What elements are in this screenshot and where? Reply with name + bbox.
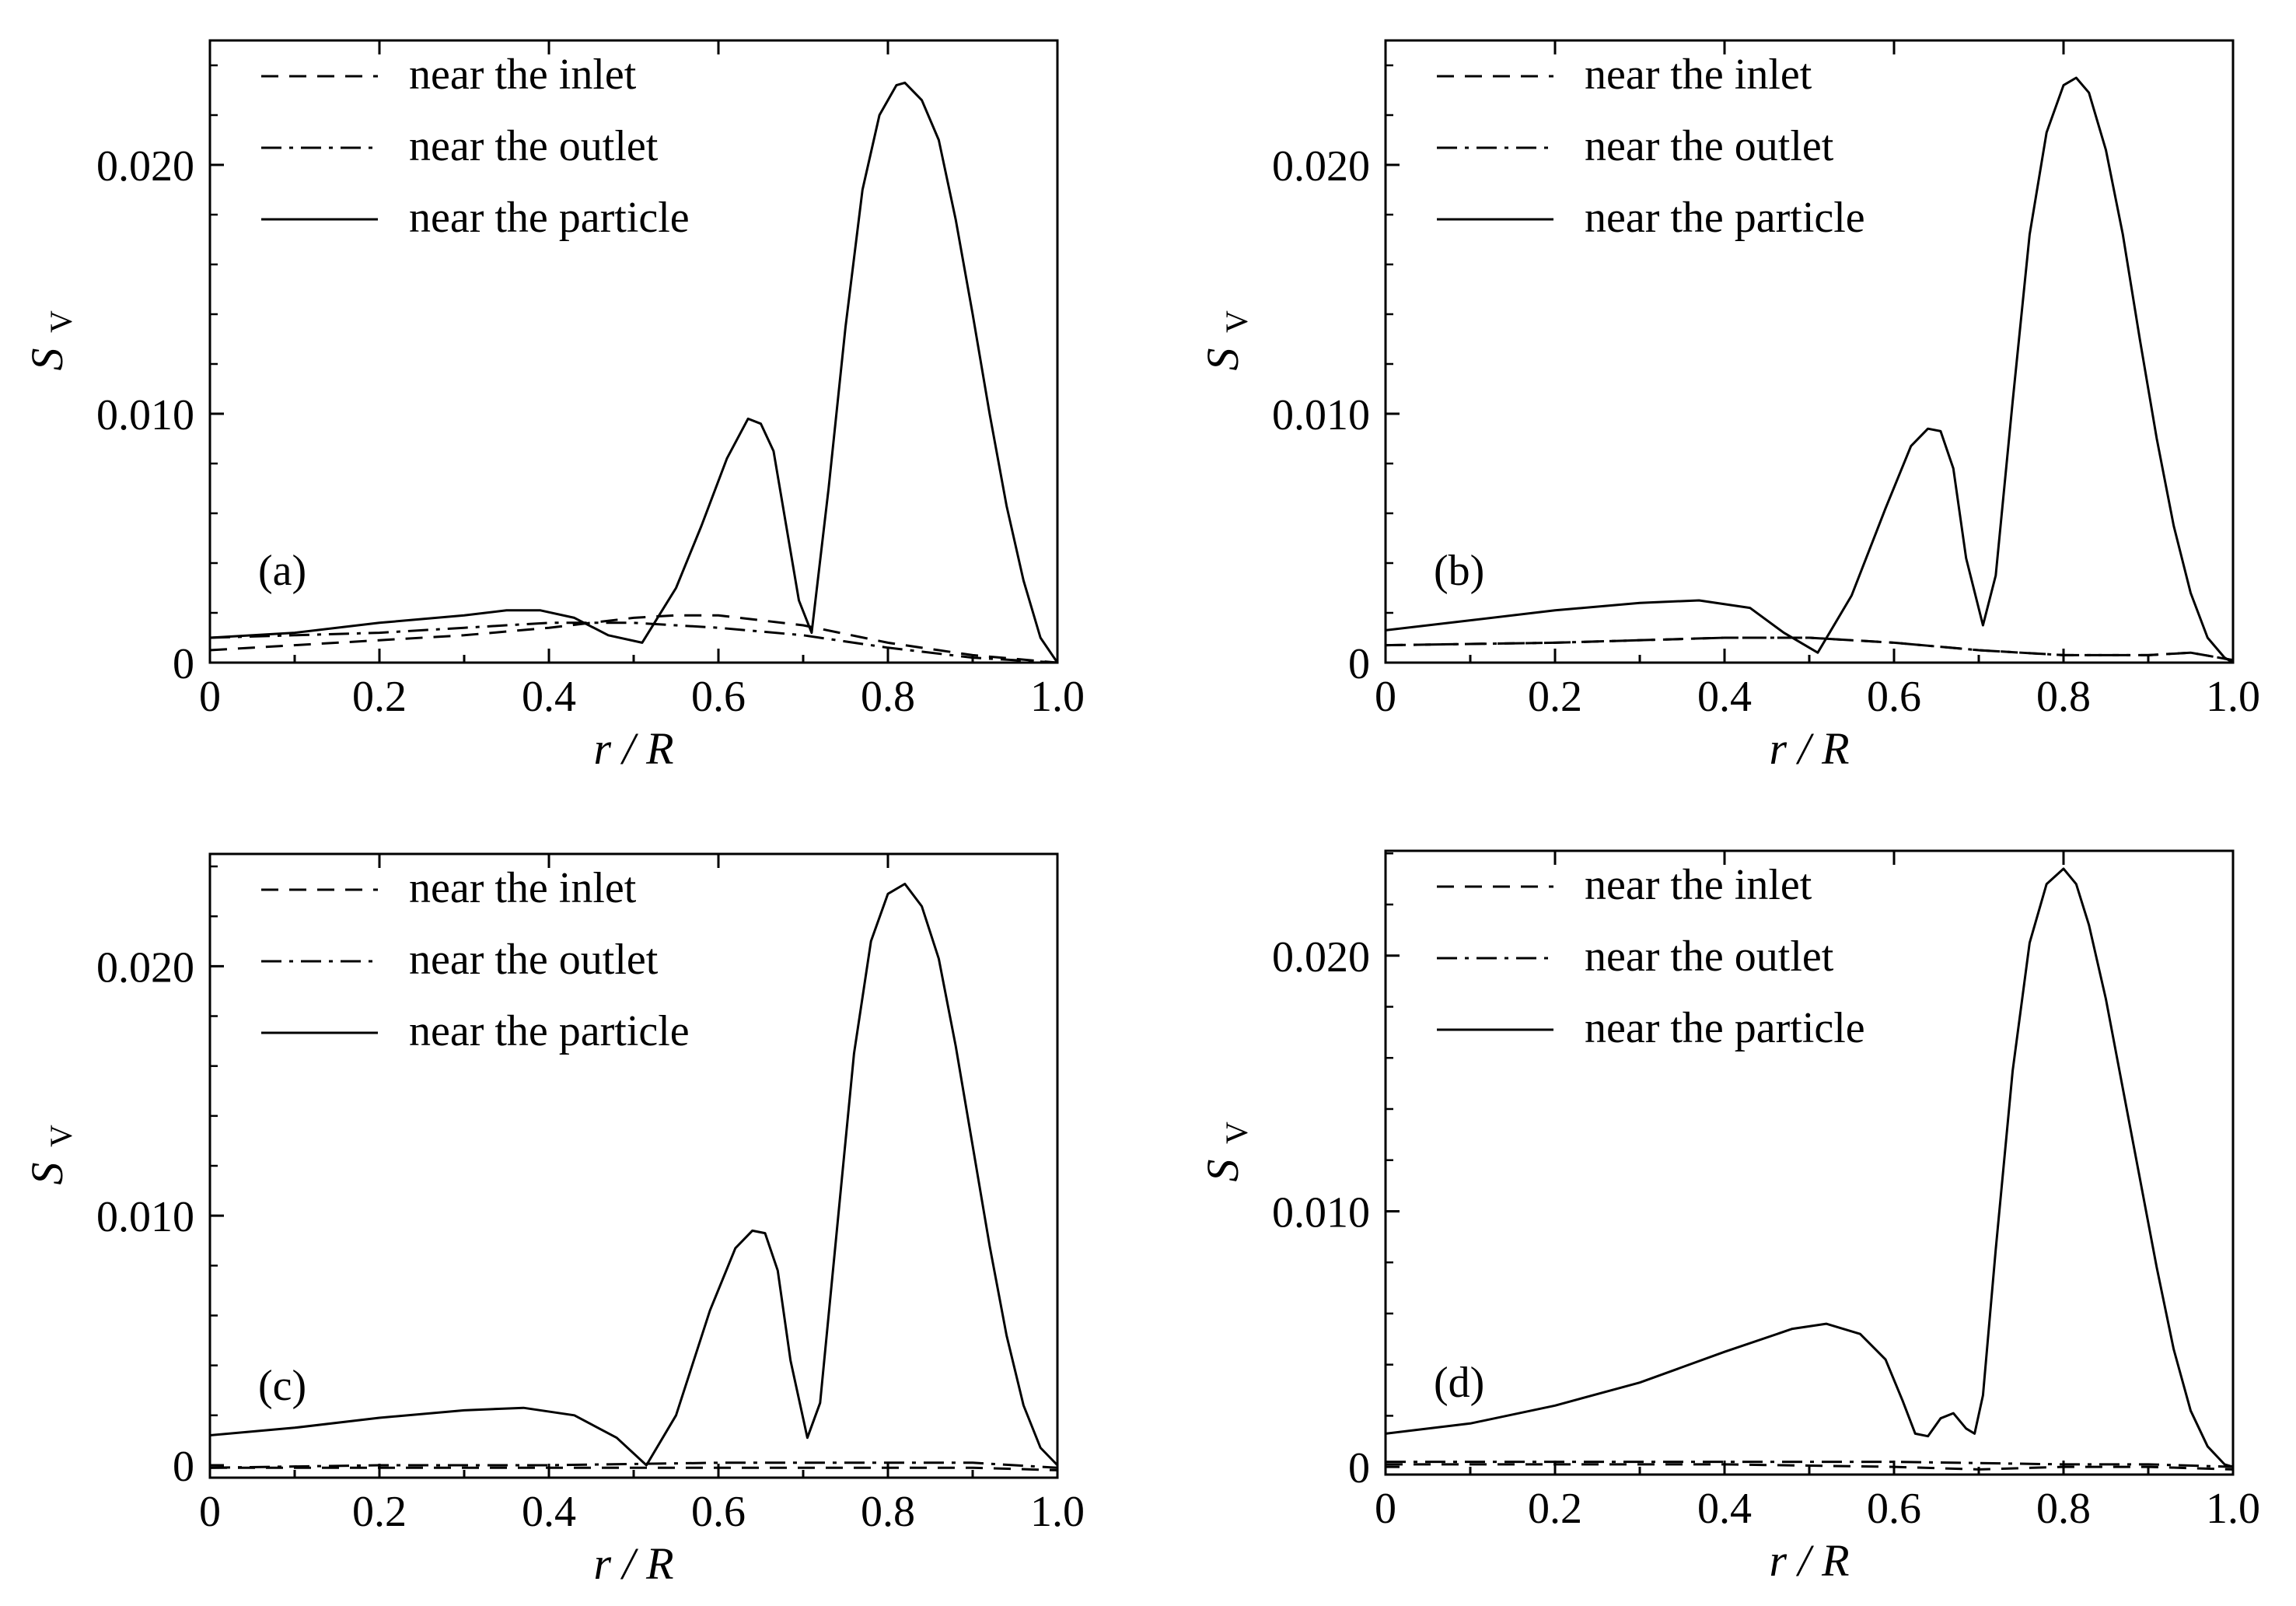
y-tick-label: 0.010 <box>96 391 194 439</box>
y-axis-title-subscript: V <box>44 310 79 333</box>
legend-label: near the inlet <box>409 51 637 99</box>
y-axis-title-main: S <box>1197 348 1248 371</box>
y-axis-title: SV <box>1197 1121 1254 1182</box>
x-axis-title: r / R <box>593 723 673 774</box>
series-line-dashdot <box>1386 636 2233 662</box>
legend-label: near the particle <box>409 194 690 242</box>
legend-label: near the outlet <box>409 936 659 984</box>
x-tick-label: 0 <box>199 1488 221 1536</box>
x-tick-label: 0.8 <box>861 673 915 721</box>
y-tick-label: 0.020 <box>1272 142 1370 191</box>
y-axis-title: SV <box>22 1125 79 1185</box>
x-tick-label: 0.6 <box>1867 1485 1921 1533</box>
x-tick-label: 0.6 <box>1867 673 1921 721</box>
y-tick-label: 0.010 <box>96 1193 194 1241</box>
x-tick-label: 0.4 <box>522 673 576 721</box>
x-tick-label: 0.8 <box>2036 1485 2091 1533</box>
panel-tag: (d) <box>1434 1359 1484 1407</box>
y-tick-label: 0 <box>173 640 194 688</box>
legend-label: near the particle <box>409 1007 690 1055</box>
y-tick-label: 0 <box>173 1443 194 1491</box>
y-axis-title-main: S <box>22 1163 72 1185</box>
legend-label: near the inlet <box>1585 861 1812 909</box>
legend-label: near the inlet <box>409 864 637 912</box>
x-tick-label: 1.0 <box>2206 673 2260 721</box>
x-tick-label: 0.4 <box>1697 673 1752 721</box>
x-tick-label: 0 <box>1375 1485 1396 1533</box>
legend-label: near the outlet <box>1585 122 1834 170</box>
y-axis-title: SV <box>22 310 79 371</box>
legend: near the inlet near the outlet near the pa… <box>1437 861 1865 1052</box>
series-line-dashed <box>210 1466 1057 1471</box>
y-axis-title-main: S <box>1197 1160 1248 1182</box>
x-tick-label: 0.8 <box>861 1488 915 1536</box>
legend-label: near the particle <box>1585 194 1865 242</box>
panel-tag: (c) <box>258 1362 306 1410</box>
legend-label: near the particle <box>1585 1004 1865 1052</box>
series-line-dashdot <box>210 1461 1057 1469</box>
x-axis-title: r / R <box>593 1538 673 1589</box>
y-axis-title-main: S <box>22 348 72 371</box>
x-tick-label: 0.8 <box>2036 673 2091 721</box>
x-axis-title: r / R <box>1769 1535 1849 1586</box>
y-tick-label: 0 <box>1348 640 1370 688</box>
legend: near the inlet near the outlet near the pa… <box>261 51 690 242</box>
legend-label: near the inlet <box>1585 51 1812 99</box>
legend: near the inlet near the outlet near the pa… <box>261 864 690 1055</box>
series-line-dashdot <box>1386 1461 2233 1468</box>
series-line-solid <box>1386 76 2233 663</box>
x-tick-label: 1.0 <box>1030 673 1085 721</box>
y-axis-title: SV <box>1197 310 1254 371</box>
x-tick-label: 0 <box>199 673 221 721</box>
y-tick-label: 0.020 <box>96 142 194 191</box>
x-axis-title: r / R <box>1769 723 1849 774</box>
y-tick-label: 0.020 <box>96 943 194 992</box>
series-line-solid <box>210 81 1057 663</box>
x-tick-label: 0.2 <box>352 1488 407 1536</box>
panel-tag: (b) <box>1434 547 1484 595</box>
legend-label: near the outlet <box>409 122 659 170</box>
x-tick-label: 1.0 <box>1030 1488 1085 1536</box>
series-line-dashed <box>1386 1463 2233 1471</box>
x-tick-label: 1.0 <box>2206 1485 2260 1533</box>
y-tick-label: 0 <box>1348 1444 1370 1492</box>
y-axis-title-subscript: V <box>1219 1121 1254 1144</box>
y-tick-label: 0.010 <box>1272 391 1370 439</box>
y-tick-label: 0.010 <box>1272 1188 1370 1237</box>
x-tick-label: 0.4 <box>1697 1485 1752 1533</box>
legend: near the inlet near the outlet near the pa… <box>1437 51 1865 242</box>
series-line-solid <box>1386 867 2233 1468</box>
legend-label: near the outlet <box>1585 932 1834 981</box>
y-axis-title-subscript: V <box>1219 310 1254 333</box>
series-line-dashed <box>210 614 1057 663</box>
x-tick-label: 0 <box>1375 673 1396 721</box>
x-tick-label: 0.2 <box>352 673 407 721</box>
x-tick-label: 0.6 <box>691 673 746 721</box>
y-tick-label: 0.020 <box>1272 933 1370 981</box>
x-tick-label: 0.4 <box>522 1488 576 1536</box>
y-axis-title-subscript: V <box>44 1125 79 1147</box>
x-tick-label: 0.2 <box>1528 1485 1582 1533</box>
panel-tag: (a) <box>258 547 306 595</box>
x-tick-label: 0.6 <box>691 1488 746 1536</box>
x-tick-label: 0.2 <box>1528 673 1582 721</box>
series-line-solid <box>210 883 1057 1467</box>
